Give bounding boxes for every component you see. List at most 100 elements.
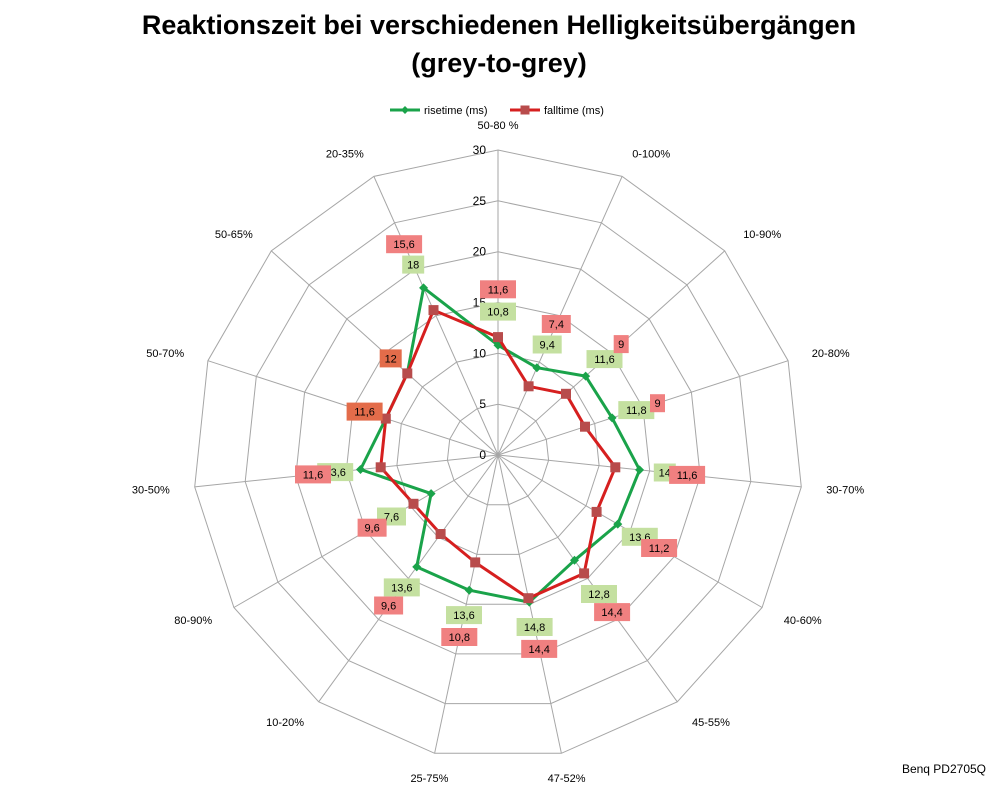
data-point	[635, 465, 645, 475]
data-point	[402, 368, 413, 379]
tick-label: 20	[473, 245, 487, 259]
data-label: 7,4	[549, 319, 564, 331]
grid-spoke	[434, 454, 499, 754]
data-label: 11,8	[626, 405, 647, 417]
category-label: 80-90%	[174, 615, 212, 627]
data-label-box	[383, 578, 420, 597]
data-label: 14,4	[601, 607, 622, 619]
data-point	[523, 381, 534, 392]
data-point	[610, 462, 621, 473]
data-point	[591, 506, 602, 517]
data-label: 13,6	[453, 610, 474, 622]
grid-ring	[194, 149, 802, 754]
data-label-box	[357, 518, 387, 537]
data-label-box	[295, 465, 331, 484]
data-point	[493, 332, 503, 343]
legend-label: risetime (ms)	[424, 105, 488, 117]
legend-marker	[401, 106, 409, 114]
data-label: 9	[618, 339, 624, 351]
data-label: 9,6	[364, 523, 379, 535]
data-point	[380, 413, 391, 424]
legend-marker	[520, 105, 530, 115]
data-label-box	[541, 315, 571, 333]
data-point	[581, 371, 591, 381]
data-label-box	[379, 349, 402, 368]
grid-spoke	[497, 454, 802, 488]
data-label: 13,6	[391, 582, 412, 594]
data-label-box	[346, 402, 383, 421]
series-falltime	[375, 305, 621, 604]
data-label-box	[386, 235, 423, 254]
data-label-box	[650, 394, 665, 413]
radar-grid	[194, 149, 802, 754]
data-point	[523, 593, 534, 604]
data-point	[561, 388, 571, 399]
data-point	[569, 555, 579, 565]
grid-ring	[446, 403, 550, 506]
data-label: 14,4	[528, 644, 549, 656]
data-label: 9	[654, 398, 660, 410]
data-label: 12	[385, 353, 397, 365]
data-point	[464, 585, 474, 595]
data-label-box	[402, 255, 425, 274]
category-label: 40-60%	[784, 615, 822, 627]
tick-label: 30	[473, 143, 487, 157]
data-point	[408, 498, 419, 509]
data-label: 10,8	[449, 632, 470, 644]
data-label: 12,8	[588, 589, 609, 601]
data-label-box	[581, 585, 617, 603]
data-point	[435, 529, 446, 539]
category-label: 30-70%	[826, 485, 864, 497]
data-label: 9,4	[540, 340, 555, 352]
data-label-box	[521, 639, 558, 658]
data-label-box	[586, 350, 623, 369]
data-label: 7,6	[384, 512, 399, 524]
category-label: 30-50%	[132, 485, 170, 497]
grid-ring	[295, 251, 701, 655]
data-point	[426, 489, 436, 499]
data-label-box	[441, 628, 478, 646]
category-label: 20-80%	[812, 348, 850, 360]
data-label: 14	[659, 468, 671, 480]
data-label: 11,6	[677, 470, 698, 482]
data-label-box	[480, 280, 516, 299]
category-label: 0-100%	[632, 149, 670, 161]
tick-label: 5	[479, 397, 486, 411]
data-point	[419, 283, 429, 293]
data-label-box	[641, 539, 678, 557]
data-label: 11,6	[488, 284, 509, 296]
data-point	[412, 562, 422, 572]
category-label: 47-52%	[548, 773, 586, 785]
category-label: 50-70%	[146, 348, 184, 360]
data-point	[355, 464, 365, 474]
data-label-box	[613, 335, 629, 354]
data-label-box	[669, 465, 706, 484]
data-point	[607, 413, 617, 423]
data-label-box	[374, 596, 404, 615]
category-label: 50-80 %	[478, 120, 519, 132]
category-label: 50-65%	[215, 229, 253, 241]
data-labels: 10,89,411,611,81413,612,814,813,613,67,6…	[295, 235, 706, 658]
data-label: 11,6	[354, 407, 375, 419]
tick-label: 25	[473, 194, 487, 208]
data-label-box	[618, 401, 655, 420]
data-label-box	[446, 606, 482, 625]
grid-ring	[244, 200, 752, 705]
data-point	[579, 568, 590, 579]
brand-label: Benq PD2705Q	[901, 762, 986, 776]
category-label: 45-55%	[692, 717, 730, 729]
grid-ring	[396, 352, 600, 555]
data-point	[532, 363, 542, 373]
series-line	[379, 308, 617, 600]
data-label: 14,8	[524, 622, 545, 634]
data-point	[375, 462, 386, 473]
data-label: 9,6	[381, 601, 396, 613]
data-label: 11,2	[649, 543, 670, 555]
data-point	[470, 557, 481, 568]
grid-ring	[345, 301, 651, 605]
data-label: 10,8	[487, 307, 508, 319]
legend-label: falltime (ms)	[544, 105, 604, 117]
data-label: 11,6	[303, 469, 324, 481]
data-label-box	[480, 302, 516, 321]
